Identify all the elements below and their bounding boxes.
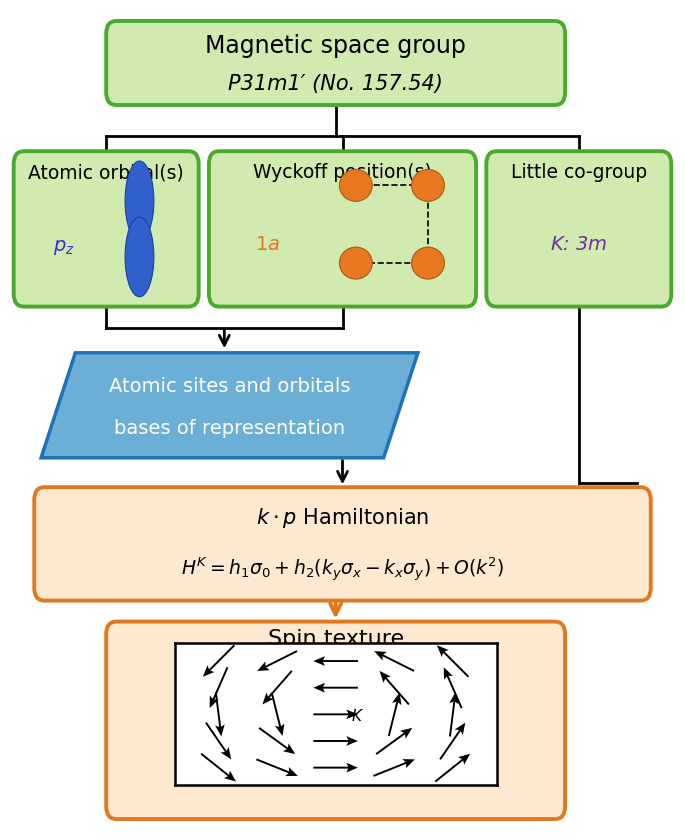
Text: $1a$: $1a$	[255, 235, 280, 254]
FancyBboxPatch shape	[106, 21, 565, 105]
Text: Atomic sites and orbitals: Atomic sites and orbitals	[109, 377, 350, 396]
Ellipse shape	[412, 247, 445, 279]
Ellipse shape	[340, 170, 373, 202]
FancyBboxPatch shape	[486, 151, 671, 307]
FancyBboxPatch shape	[106, 622, 565, 819]
Text: $K$: 3$m$: $K$: 3$m$	[550, 235, 608, 254]
Text: $K$: $K$	[351, 707, 364, 723]
Ellipse shape	[412, 170, 445, 202]
Text: Magnetic space group: Magnetic space group	[206, 34, 466, 58]
Text: bases of representation: bases of representation	[114, 419, 345, 438]
Ellipse shape	[125, 161, 154, 241]
Text: $p_z$: $p_z$	[53, 238, 75, 257]
FancyBboxPatch shape	[209, 151, 476, 307]
Text: P31m1′ (No. 157.54): P31m1′ (No. 157.54)	[228, 74, 443, 94]
Polygon shape	[41, 353, 418, 458]
Text: $H^K = h_1\sigma_0 + h_2(k_y\sigma_x - k_x\sigma_y) + O(k^2)$: $H^K = h_1\sigma_0 + h_2(k_y\sigma_x - k…	[181, 556, 504, 584]
Text: $k \cdot p$ Hamiltonian: $k \cdot p$ Hamiltonian	[256, 506, 429, 530]
Ellipse shape	[340, 247, 373, 279]
Text: Atomic orbital(s): Atomic orbital(s)	[28, 164, 184, 182]
FancyBboxPatch shape	[34, 487, 651, 601]
Text: Wyckoff position(s): Wyckoff position(s)	[253, 164, 432, 182]
Ellipse shape	[125, 217, 154, 297]
FancyBboxPatch shape	[14, 151, 199, 307]
Text: Spin texture: Spin texture	[268, 629, 403, 649]
Text: Little co-group: Little co-group	[511, 164, 647, 182]
